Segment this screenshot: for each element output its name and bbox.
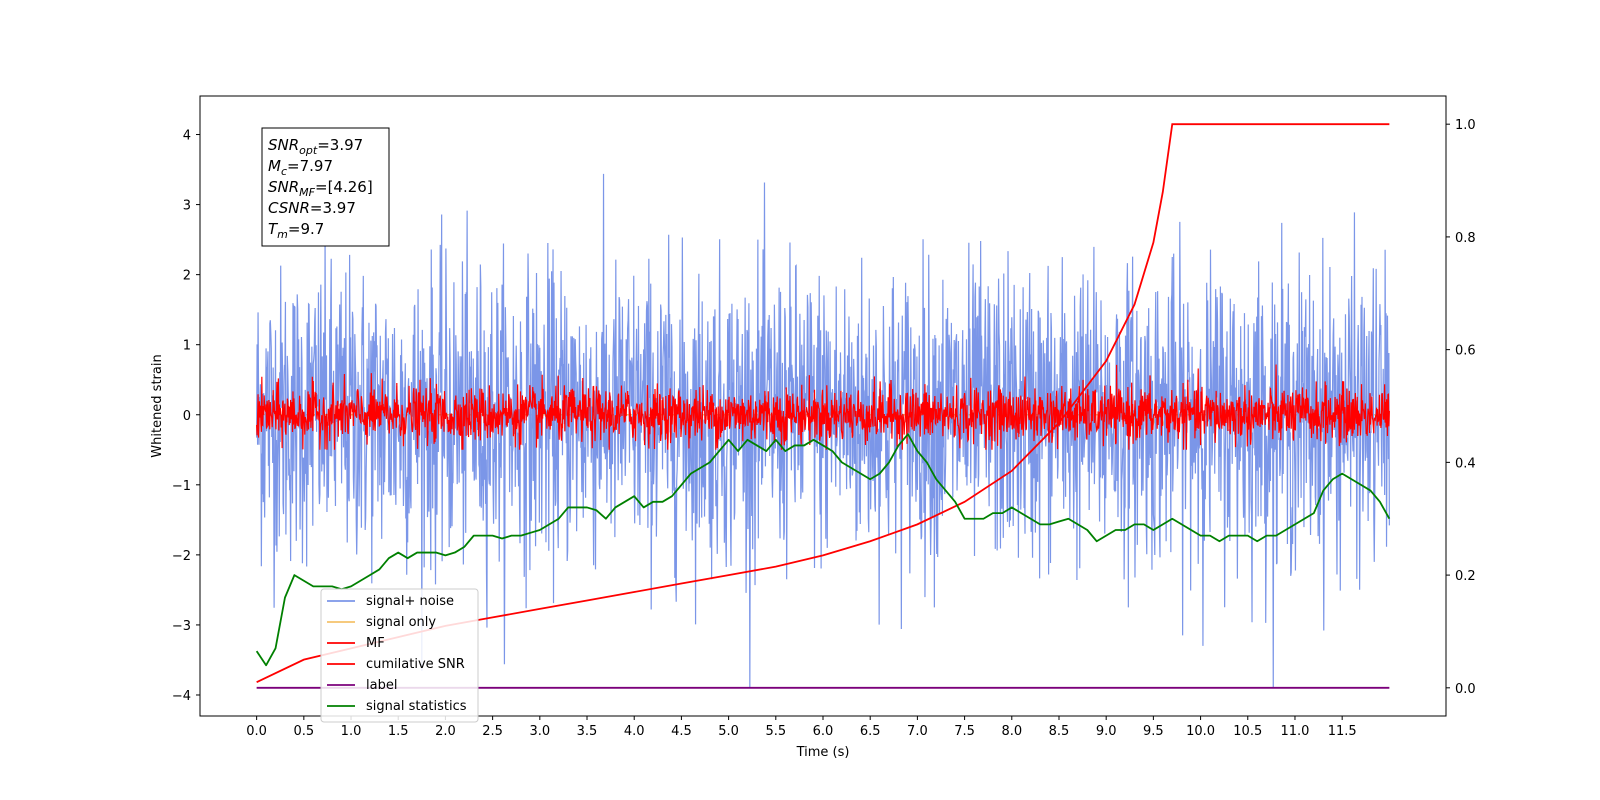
y-tick-label: 0 bbox=[183, 409, 191, 424]
x-tick-label: 7.0 bbox=[907, 724, 928, 739]
y2-tick-label: 0.2 bbox=[1455, 569, 1476, 584]
x-tick-label: 2.0 bbox=[435, 724, 456, 739]
legend: signal+ noise signal only MF cumilative SNR… bbox=[320, 588, 479, 723]
x-tick-label: 11.5 bbox=[1328, 724, 1357, 739]
x-tick-label: 4.5 bbox=[671, 724, 692, 739]
legend-label: cumilative SNR bbox=[366, 657, 465, 672]
y-tick-label: −4 bbox=[172, 689, 191, 704]
y-tick-label: 3 bbox=[183, 199, 191, 214]
annotation-line: CSNR=3.97 bbox=[268, 199, 356, 217]
legend-label: signal statistics bbox=[366, 699, 467, 714]
x-tick-label: 7.5 bbox=[954, 724, 975, 739]
series-line-0 bbox=[256, 173, 1390, 688]
x-axis: 0.0 0.5 1.0 1.5 2.0 2.5 3.0 3.5 4.0 4.5 5.0 5.5 6.0 6… bbox=[246, 716, 1357, 739]
x-tick-label: 3.0 bbox=[529, 724, 550, 739]
x-tick-label: 8.5 bbox=[1049, 724, 1070, 739]
legend-label: signal only bbox=[366, 615, 436, 630]
x-tick-label: 2.5 bbox=[482, 724, 503, 739]
x-tick-label: 5.5 bbox=[765, 724, 786, 739]
x-tick-label: 4.0 bbox=[624, 724, 645, 739]
x-tick-label: 9.0 bbox=[1096, 724, 1117, 739]
y-tick-label: 1 bbox=[183, 339, 191, 354]
x-tick-label: 9.5 bbox=[1143, 724, 1164, 739]
x-tick-label: 6.5 bbox=[860, 724, 881, 739]
annotation-line: Mc=7.97 bbox=[268, 157, 333, 178]
y2-tick-label: 1.0 bbox=[1455, 118, 1476, 133]
y-tick-label: 2 bbox=[183, 269, 191, 284]
y-tick-label: −2 bbox=[172, 549, 191, 564]
series-line-5 bbox=[255, 433, 1391, 667]
x-tick-label: 11.0 bbox=[1280, 724, 1309, 739]
x-tick-label: 8.0 bbox=[1001, 724, 1022, 739]
annotation-line: SNRopt=3.97 bbox=[268, 136, 363, 157]
x-tick-label: 1.0 bbox=[341, 724, 362, 739]
y2-tick-label: 0.8 bbox=[1455, 231, 1476, 246]
x-tick-label: 10.0 bbox=[1186, 724, 1215, 739]
x-tick-label: 3.5 bbox=[577, 724, 598, 739]
y2-tick-label: 0.0 bbox=[1455, 682, 1476, 697]
x-tick-label: 1.5 bbox=[388, 724, 409, 739]
y2-tick-label: 0.4 bbox=[1455, 456, 1476, 471]
x-tick-label: 0.0 bbox=[246, 724, 267, 739]
x-tick-label: 6.0 bbox=[813, 724, 834, 739]
legend-label: label bbox=[366, 678, 397, 693]
x-tick-label: 5.0 bbox=[718, 724, 739, 739]
annotation-line: SNRMF=[4.26] bbox=[268, 178, 373, 199]
annotation-line: Tm=9.7 bbox=[268, 220, 324, 241]
y-tick-label: −1 bbox=[172, 479, 191, 494]
legend-label: signal+ noise bbox=[366, 594, 454, 609]
series-line-2 bbox=[256, 364, 1390, 450]
x-tick-label: 10.5 bbox=[1233, 724, 1262, 739]
y-tick-label: −3 bbox=[172, 619, 191, 634]
y-tick-label: 4 bbox=[183, 129, 191, 144]
y2-tick-label: 0.6 bbox=[1455, 344, 1476, 359]
y-axis-right: 1.0 0.8 0.6 0.4 0.2 0.0 bbox=[1446, 118, 1476, 697]
x-axis-title: Time (s) bbox=[796, 745, 850, 760]
y-axis-left: 4 3 2 1 0 −1 −2 −3 −4 bbox=[172, 129, 200, 704]
y-axis-title: Whitened strain bbox=[150, 354, 165, 457]
legend-label: MF bbox=[366, 636, 385, 651]
x-tick-label: 0.5 bbox=[293, 724, 314, 739]
